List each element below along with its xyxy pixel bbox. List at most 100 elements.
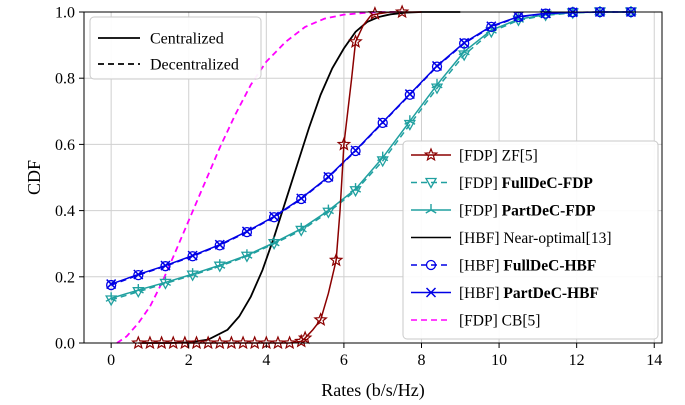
data-point <box>296 193 307 204</box>
y-tick-label: 1.0 <box>55 5 75 22</box>
data-point <box>486 21 497 33</box>
legend-swatch-marker <box>425 287 437 298</box>
data-point <box>241 226 253 238</box>
x-tick-label: 10 <box>491 352 507 369</box>
data-point <box>270 335 286 350</box>
data-point <box>394 4 410 19</box>
legend-label-name: Near-optimal[13] <box>503 230 611 247</box>
data-point <box>235 335 251 350</box>
data-point <box>189 335 204 350</box>
data-point <box>336 136 352 151</box>
x-tick-label: 2 <box>185 352 193 369</box>
data-point <box>214 240 225 251</box>
data-point <box>106 279 117 291</box>
marker-stroke <box>350 145 361 156</box>
data-point <box>540 8 551 19</box>
data-point <box>313 312 328 327</box>
series-line <box>110 11 631 285</box>
style-legend-label: Decentralized <box>150 57 239 74</box>
marker-stroke <box>409 120 416 125</box>
data-point <box>349 183 362 193</box>
legend-label-name: PartDeC-HBF <box>503 285 599 302</box>
marker-stroke <box>160 260 171 271</box>
series-cb-5- <box>116 11 403 344</box>
plot-frame <box>83 11 663 344</box>
marker-stroke <box>241 254 248 259</box>
data-point <box>296 193 307 205</box>
series-near-optimal-13- <box>142 11 461 344</box>
data-point <box>200 335 216 350</box>
y-tick-label: 0.8 <box>55 71 75 88</box>
marker-stroke <box>192 273 199 278</box>
series-line <box>142 11 461 344</box>
data-point <box>431 78 443 89</box>
legend-label: [FDP] ZF[5] <box>459 148 538 165</box>
data-point <box>323 172 334 183</box>
y-tick-label: 0.0 <box>55 336 75 353</box>
marker-stroke <box>214 239 225 250</box>
marker-stroke <box>105 297 112 302</box>
data-point <box>142 335 158 350</box>
data-point <box>165 335 181 350</box>
marker-stroke <box>159 281 166 287</box>
x-tick-label: 4 <box>262 352 270 369</box>
marker-stroke <box>382 157 389 162</box>
x-tick-label: 14 <box>646 352 662 369</box>
marker-stroke <box>219 264 226 269</box>
marker-stroke <box>132 289 139 294</box>
marker-stroke <box>165 281 172 287</box>
marker-stroke <box>355 188 362 193</box>
x-tick-label: 0 <box>107 352 115 369</box>
data-point <box>404 89 416 100</box>
x-tick-label: 12 <box>569 352 585 369</box>
marker-stroke <box>295 228 302 233</box>
marker-stroke <box>273 242 280 247</box>
y-tick-label: 0.2 <box>55 269 75 286</box>
data-point <box>486 21 497 32</box>
marker-stroke <box>459 37 470 48</box>
data-point <box>224 335 239 350</box>
data-point <box>269 211 280 222</box>
data-point <box>404 115 416 125</box>
series-line <box>116 11 403 344</box>
data-point <box>160 260 171 271</box>
data-point <box>132 284 144 294</box>
data-point <box>377 151 389 162</box>
data-point <box>328 252 344 267</box>
legend-swatch-marker <box>424 177 438 189</box>
marker-stroke <box>463 51 470 56</box>
data-point <box>241 226 252 237</box>
legend-label-prefix: [HBF] <box>459 258 503 275</box>
data-point <box>177 335 193 350</box>
legend-label: [HBF] PartDeC-HBF <box>459 285 599 302</box>
legend-label: [HBF] FullDeC-HBF <box>459 258 596 275</box>
data-point <box>459 38 470 49</box>
data-point <box>513 11 524 22</box>
marker-stroke <box>513 11 524 22</box>
marker-stroke <box>269 211 280 222</box>
legend-label-prefix: [HBF] <box>459 230 503 247</box>
marker-stroke <box>106 279 117 290</box>
data-point <box>268 212 280 223</box>
data-point <box>348 34 363 48</box>
data-point <box>282 335 297 350</box>
marker-stroke <box>268 242 275 247</box>
marker-stroke <box>540 8 551 19</box>
data-point <box>105 292 117 302</box>
data-point <box>323 171 334 182</box>
data-point <box>187 251 198 262</box>
marker-stroke <box>187 250 198 261</box>
data-point <box>159 276 172 287</box>
legend-label-prefix: [FDP] <box>459 175 502 192</box>
y-tick-label: 0.6 <box>55 137 75 154</box>
data-point <box>133 269 144 281</box>
legend-label: [FDP] PartDeC-FDP <box>459 203 596 220</box>
marker-stroke <box>214 264 221 269</box>
legend-label-prefix: [FDP] <box>459 313 502 330</box>
data-point <box>131 335 146 350</box>
marker-stroke <box>404 120 411 125</box>
marker-stroke <box>377 157 384 162</box>
data-point <box>458 45 470 56</box>
data-point <box>377 117 388 128</box>
data-point <box>154 335 169 350</box>
